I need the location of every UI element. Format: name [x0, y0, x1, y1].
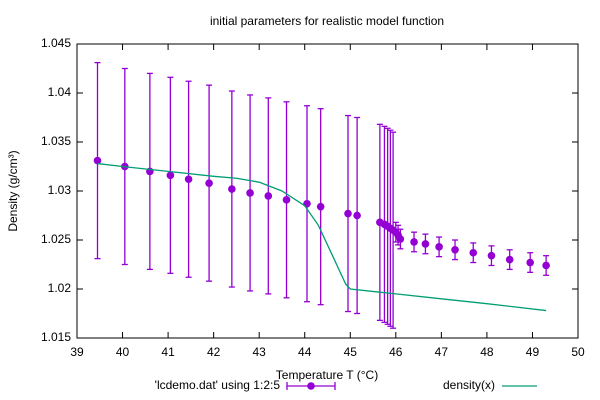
data-point: [303, 199, 311, 208]
chart-title: initial parameters for realistic model f…: [210, 14, 444, 28]
data-point: [246, 189, 254, 197]
x-tick-label: 44: [298, 345, 312, 359]
x-tick-label: 45: [344, 345, 358, 359]
data-point: [93, 156, 102, 165]
data-point: [451, 246, 459, 254]
x-tick-label: 39: [70, 345, 84, 359]
x-tick-label: 49: [526, 345, 540, 359]
data-point: [264, 192, 273, 200]
y-tick-label: 1.025: [41, 232, 71, 246]
y-tick-label: 1.03: [48, 183, 72, 197]
data-point: [410, 238, 418, 246]
x-tick-label: 46: [389, 345, 403, 359]
data-point: [353, 211, 361, 220]
data-point: [396, 235, 405, 243]
y-tick-label: 1.04: [48, 85, 72, 99]
data-point: [228, 185, 236, 193]
fit-line: [97, 162, 547, 312]
data-point: [421, 240, 430, 248]
x-tick-label: 50: [571, 345, 585, 359]
data-point: [282, 196, 291, 204]
data-point: [526, 258, 534, 267]
y-tick-label: 1.015: [41, 330, 71, 344]
data-point: [316, 202, 325, 211]
data-point: [542, 261, 550, 270]
x-tick-label: 42: [207, 345, 221, 359]
data-point: [435, 243, 443, 251]
y-axis-label: Density (g/cm³): [6, 150, 20, 231]
y-tick-label: 1.02: [48, 281, 72, 295]
y-tick-label: 1.035: [41, 134, 71, 148]
legend-label: 'lcdemo.dat' using 1:2:5: [155, 378, 281, 392]
data-point: [344, 209, 352, 218]
x-tick-label: 48: [480, 345, 494, 359]
y-tick-label: 1.045: [41, 36, 71, 50]
data-point: [184, 175, 193, 184]
data-point: [166, 171, 175, 180]
legend-swatch: [307, 382, 315, 390]
data-point: [205, 179, 213, 187]
x-tick-label: 41: [161, 345, 175, 359]
x-tick-label: 47: [435, 345, 449, 359]
x-tick-label: 40: [116, 345, 130, 359]
data-point: [505, 255, 514, 264]
legend-label: density(x): [443, 378, 495, 392]
x-axis-label: Temperature T (°C): [276, 368, 378, 382]
data-point: [487, 251, 496, 260]
data-point: [469, 248, 478, 257]
x-tick-label: 43: [253, 345, 267, 359]
